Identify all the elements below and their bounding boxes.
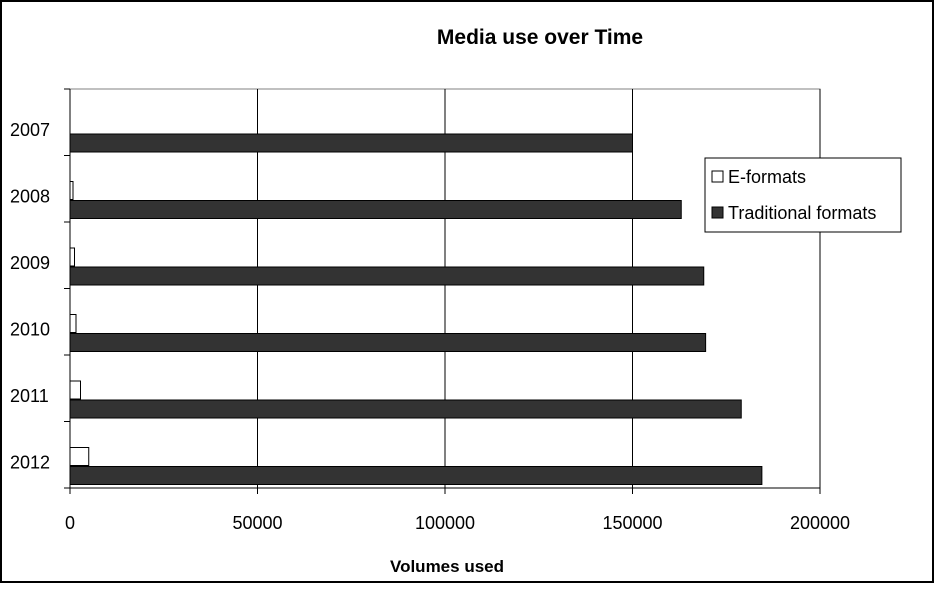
x-tick-label: 150000 <box>602 513 662 533</box>
bar-traditional-formats <box>69 399 742 419</box>
y-tick-label: 2008 <box>10 187 50 207</box>
legend-swatch <box>711 206 724 219</box>
legend-label: E-formats <box>728 167 806 187</box>
bar-e-formats <box>69 181 74 200</box>
bar-traditional-formats <box>69 333 707 352</box>
bar-traditional-formats <box>69 133 633 153</box>
y-tick-label: 2007 <box>10 120 50 140</box>
legend-swatch <box>711 170 724 183</box>
bar-e-formats <box>69 247 75 267</box>
y-tick-label: 2009 <box>10 253 50 273</box>
x-tick-label: 50000 <box>232 513 282 533</box>
bar-e-formats <box>69 447 90 466</box>
plot-area: 0 50000 100000 150000 200000 2007 2008 2009 2010… <box>10 88 850 533</box>
x-tick-label: 100000 <box>415 513 475 533</box>
bar-traditional-formats <box>69 466 763 485</box>
bar-e-formats <box>69 314 77 333</box>
y-tick-label: 2010 <box>10 320 50 340</box>
legend: E-formats Traditional formats <box>704 157 902 233</box>
y-tick-label: 2012 <box>10 453 50 473</box>
legend-label: Traditional formats <box>728 203 876 223</box>
chart-title: Media use over Time <box>437 26 643 49</box>
x-axis-label: Volumes used <box>390 557 504 576</box>
bar-traditional-formats <box>69 200 682 219</box>
bar-traditional-formats <box>69 266 705 286</box>
y-tick-label: 2011 <box>10 386 49 406</box>
legend-box <box>704 157 902 233</box>
x-tick-label: 0 <box>65 513 75 533</box>
x-tick-label: 200000 <box>790 513 850 533</box>
bar-e-formats <box>69 380 81 400</box>
